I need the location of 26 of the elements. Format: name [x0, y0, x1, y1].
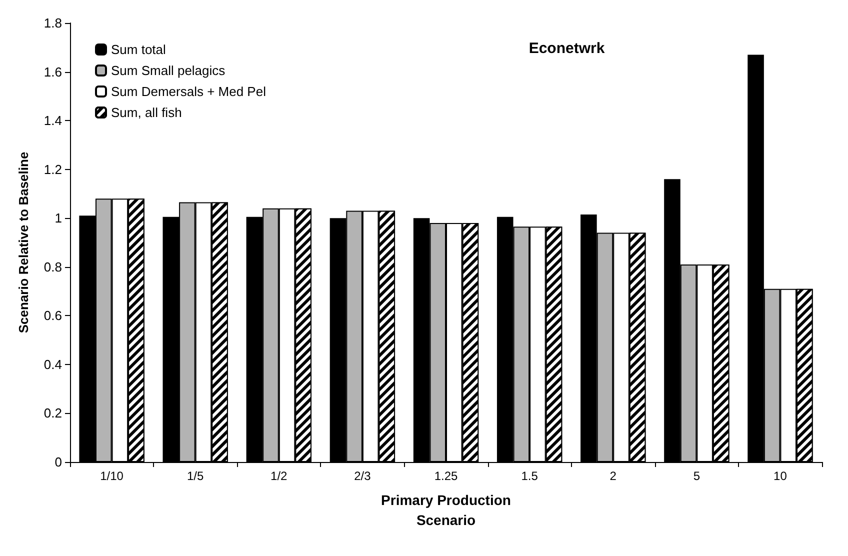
y-tick-label: 0	[54, 454, 62, 470]
x-tick-label: 10	[774, 469, 788, 483]
text: Econetwrk	[528, 40, 606, 57]
x-tick-label: 1.5	[521, 469, 538, 483]
x-tick-label: 1/10	[100, 469, 124, 483]
y-tick-label: 1	[54, 210, 62, 226]
legend-label: Sum Demersals + Med Pel	[111, 84, 266, 99]
y-axis-title: Scenario Relative to Baseline	[16, 152, 31, 334]
y-tick-label: 1.8	[44, 16, 62, 30]
legend-label: Sum Small pelagics	[111, 63, 226, 78]
x-axis-title: Primary Production Scenario	[381, 492, 511, 528]
x-tick-label: 2	[610, 469, 617, 483]
y-tick-label: 1.4	[44, 113, 62, 128]
x-tick-label: 1/2	[270, 469, 288, 483]
legend-label: Sum total	[111, 42, 166, 57]
y-tick-label: 1.6	[44, 64, 62, 80]
legend-label: Sum, all fish	[111, 105, 182, 120]
y-tick-label: 0.2	[44, 406, 62, 421]
y-tick-label: 0.4	[44, 356, 62, 372]
y-tick-label: 0.8	[44, 259, 62, 274]
x-tick-label: 2/3	[354, 469, 372, 483]
y-tick-label: 1.2	[44, 162, 62, 177]
x-tick-label: 5	[693, 469, 700, 483]
x-tick-label: 1.25	[434, 469, 458, 483]
x-tick-label: 1/5	[186, 469, 204, 483]
y-tick-label: 0.6	[44, 308, 62, 324]
